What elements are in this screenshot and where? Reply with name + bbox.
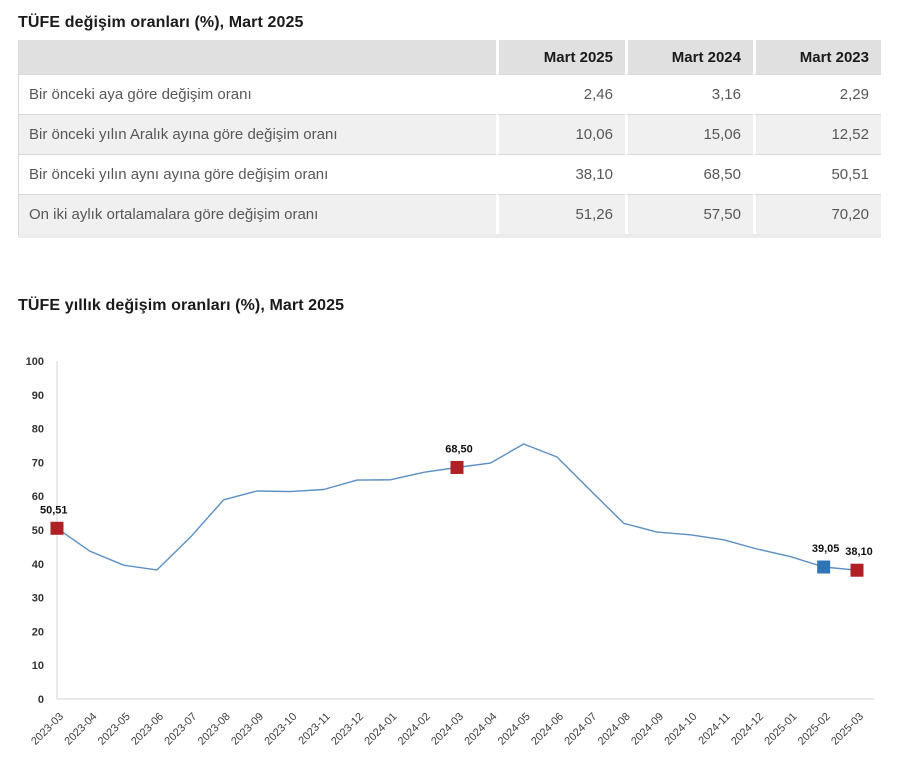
x-tick-label: 2024-09 [629,711,666,748]
x-tick-label: 2025-03 [829,711,866,748]
column-header-mart-2025: Mart 2025 [496,40,625,74]
x-tick-label: 2025-02 [796,711,833,748]
chart-title: TÜFE yıllık değişim oranları (%), Mart 2… [18,297,345,314]
y-tick-label: 50 [32,525,44,537]
x-tick-label: 2024-03 [429,711,466,748]
y-tick-label: 10 [32,660,44,672]
data-point-marker [850,563,864,577]
x-tick-label: 2023-06 [129,711,166,748]
row-value: 2,46 [496,74,625,114]
x-tick-label: 2023-07 [162,711,199,748]
table-header-row: Mart 2025 Mart 2024 Mart 2023 [19,40,881,74]
x-tick-label: 2024-06 [529,711,566,748]
x-tick-label: 2023-10 [262,711,299,748]
x-tick-label: 2023-03 [29,711,66,748]
table-row: Bir önceki yılın Aralık ayına göre değiş… [19,114,881,154]
y-tick-label: 100 [26,356,44,368]
row-label: On iki aylık ortalamalara göre değişim o… [19,194,496,234]
row-value: 50,51 [753,154,881,194]
x-tick-label: 2024-08 [596,711,633,748]
y-tick-label: 60 [32,491,44,503]
data-point-label: 68,50 [445,443,473,455]
data-point-marker [450,460,464,474]
row-value: 51,26 [496,194,625,234]
y-tick-label: 0 [38,694,44,706]
row-label: Bir önceki yılın aynı ayına göre değişim… [19,154,496,194]
row-label: Bir önceki aya göre değişim oranı [19,74,496,114]
x-tick-label: 2024-02 [396,711,433,748]
row-value: 2,29 [753,74,881,114]
column-header-mart-2024: Mart 2024 [625,40,753,74]
y-tick-label: 30 [32,593,44,605]
x-tick-label: 2024-11 [696,711,732,747]
row-value: 57,50 [625,194,753,234]
row-value: 68,50 [625,154,753,194]
y-tick-label: 70 [32,457,44,469]
x-tick-label: 2024-12 [729,711,766,748]
data-point-label: 38,10 [845,546,873,558]
row-value: 10,06 [496,114,625,154]
x-tick-label: 2023-09 [229,711,266,748]
x-tick-label: 2025-01 [762,711,799,748]
row-value: 70,20 [753,194,881,234]
x-tick-label: 2023-12 [329,711,366,748]
x-tick-label: 2024-10 [662,711,699,748]
line-chart-svg: 01020304050607080901002023-032023-042023… [26,356,874,748]
row-label: Bir önceki yılın Aralık ayına göre değiş… [19,114,496,154]
x-tick-label: 2023-08 [196,711,233,748]
line-chart: 0 10 20 30 40 50 60 70 80 90 100 2023-03 2023-04 2023… [0,354,902,770]
table-row: Bir önceki yılın aynı ayına göre değişim… [19,154,881,194]
x-tick-label: 2023-05 [96,711,133,748]
row-value: 12,52 [753,114,881,154]
table-corner-cell [19,40,496,74]
x-tick-label: 2024-01 [362,711,399,748]
y-tick-label: 20 [32,626,44,638]
x-tick-label: 2024-05 [496,711,533,748]
y-tick-label: 90 [32,390,44,402]
x-tick-label: 2024-04 [462,711,499,748]
x-tick-label: 2023-04 [62,711,99,748]
x-tick-label: 2024-07 [562,711,599,748]
row-value: 15,06 [625,114,753,154]
data-point-label: 50,51 [40,504,68,516]
y-tick-label: 80 [32,424,44,436]
data-point-marker [50,521,64,535]
column-header-mart-2023: Mart 2023 [753,40,881,74]
table-row: On iki aylık ortalamalara göre değişim o… [19,194,881,234]
x-tick-label: 2023-11 [296,711,332,747]
row-value: 3,16 [625,74,753,114]
summary-table: Mart 2025 Mart 2024 Mart 2023 Bir önceki… [18,40,881,238]
y-tick-label: 40 [32,559,44,571]
data-point-marker [817,560,831,574]
row-value: 38,10 [496,154,625,194]
data-point-label: 39,05 [812,543,840,555]
table-title: TÜFE değişim oranları (%), Mart 2025 [18,14,304,31]
table-row: Bir önceki aya göre değişim oranı 2,46 3,1… [19,74,881,114]
